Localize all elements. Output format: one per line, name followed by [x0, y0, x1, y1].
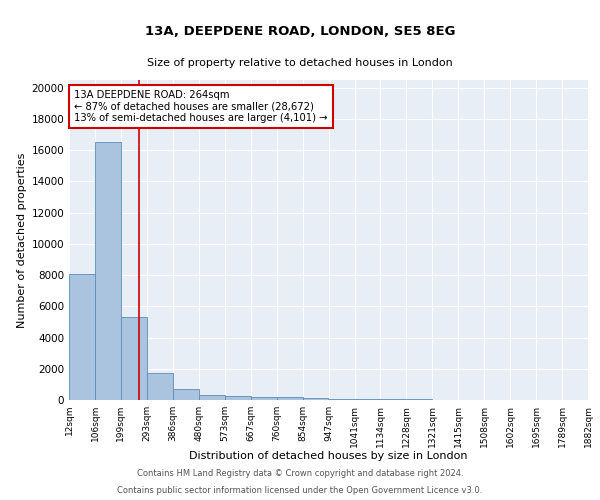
Bar: [355, 399, 380, 400]
Bar: [69, 274, 95, 400]
Text: Size of property relative to detached houses in London: Size of property relative to detached ho…: [147, 58, 453, 68]
X-axis label: Distribution of detached houses by size in London: Distribution of detached houses by size …: [189, 451, 468, 461]
Bar: [95, 142, 121, 400]
Bar: [225, 396, 251, 400]
Text: Contains public sector information licensed under the Open Government Licence v3: Contains public sector information licen…: [118, 486, 482, 495]
Bar: [121, 318, 147, 400]
Bar: [380, 399, 406, 400]
Bar: [147, 372, 173, 400]
Text: Contains HM Land Registry data © Crown copyright and database right 2024.: Contains HM Land Registry data © Crown c…: [137, 468, 463, 477]
Bar: [277, 398, 302, 400]
Bar: [199, 395, 224, 400]
Bar: [251, 396, 277, 400]
Text: 13A DEEPDENE ROAD: 264sqm
← 87% of detached houses are smaller (28,672)
13% of s: 13A DEEPDENE ROAD: 264sqm ← 87% of detac…: [74, 90, 328, 123]
Text: 13A, DEEPDENE ROAD, LONDON, SE5 8EG: 13A, DEEPDENE ROAD, LONDON, SE5 8EG: [145, 25, 455, 38]
Bar: [173, 389, 199, 400]
Bar: [329, 398, 355, 400]
Y-axis label: Number of detached properties: Number of detached properties: [17, 152, 27, 328]
Bar: [303, 398, 328, 400]
